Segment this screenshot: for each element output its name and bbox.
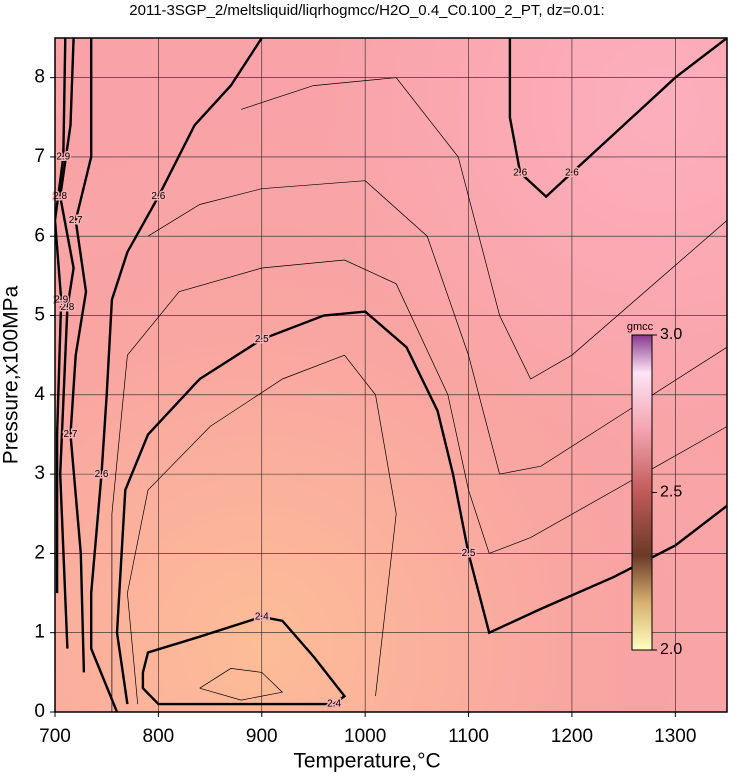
major-contour xyxy=(508,38,727,199)
x-tick-label: 800 xyxy=(143,726,175,747)
contour-label: 2.8 xyxy=(53,191,67,202)
y-tick-label: 2 xyxy=(34,542,45,563)
x-tick-label: 1200 xyxy=(551,726,593,747)
contour-labels: 2.42.42.52.52.62.62.6 2.62.72.72.82.82.92… xyxy=(52,150,581,711)
minor-contour xyxy=(127,354,397,705)
contour-label: 2.6 xyxy=(151,191,165,202)
contour-label: 2.6 xyxy=(513,167,527,178)
contour-label: 2.7 xyxy=(69,215,83,226)
colorbar-label: gmcc xyxy=(627,321,654,333)
x-tick-label: 1100 xyxy=(448,726,489,747)
contour-label: 2.5 xyxy=(462,548,476,559)
contour-label: 2.7 xyxy=(64,429,78,440)
colorbar-scale xyxy=(631,334,653,651)
contour-label: 2.8 xyxy=(60,302,74,313)
minor-contour xyxy=(199,668,284,701)
x-tick-label: 700 xyxy=(39,726,71,747)
y-tick-label: 7 xyxy=(34,146,45,167)
contour-label: 2.9 xyxy=(56,152,70,163)
major-contour xyxy=(90,38,263,712)
y-tick-label: 1 xyxy=(34,622,45,643)
colorbar-tick-label: 2.0 xyxy=(660,641,682,658)
contours xyxy=(55,38,727,712)
y-tick-label: 0 xyxy=(34,701,45,722)
colorbar-tick-label: 3.0 xyxy=(660,326,682,343)
colorbar: gmcc 2.0 2.5 3.0 xyxy=(627,321,682,658)
major-contour xyxy=(141,615,347,706)
x-tick-label: 1300 xyxy=(654,726,696,747)
y-tick-label: 4 xyxy=(34,384,45,405)
contour-label: 2.4 xyxy=(327,699,341,710)
contour-label: 2.6 xyxy=(565,167,579,178)
major-contour xyxy=(115,310,727,705)
x-axis-label: Temperature,°C xyxy=(293,750,440,773)
minor-contour xyxy=(147,180,727,475)
y-axis-label: Pressure,x100MPa xyxy=(0,285,23,464)
major-contour xyxy=(69,38,93,673)
contour-label: 2.4 xyxy=(255,611,269,622)
minor-contour xyxy=(111,259,727,712)
x-tick-label: 900 xyxy=(246,726,278,747)
major-contour xyxy=(58,38,75,649)
major-contour xyxy=(55,38,67,594)
y-tick-label: 3 xyxy=(34,463,45,484)
contour-label: 2.5 xyxy=(255,334,269,345)
y-tick-label: 6 xyxy=(34,225,45,246)
chart-title: 2011-3SGP_2/meltsliquid/liqrhogmcc/H2O_0… xyxy=(129,2,604,19)
plot-highlight xyxy=(55,38,727,712)
minor-contour xyxy=(240,77,727,380)
x-tick-label: 1000 xyxy=(344,726,386,747)
contour-label: 2.9 xyxy=(54,294,68,305)
y-tick-label: 5 xyxy=(34,305,45,326)
plot-frame xyxy=(54,37,728,713)
contour-label: 2.6 xyxy=(95,469,109,480)
y-tick-label: 8 xyxy=(34,67,45,88)
colorbar-tick-label: 2.5 xyxy=(660,484,682,501)
